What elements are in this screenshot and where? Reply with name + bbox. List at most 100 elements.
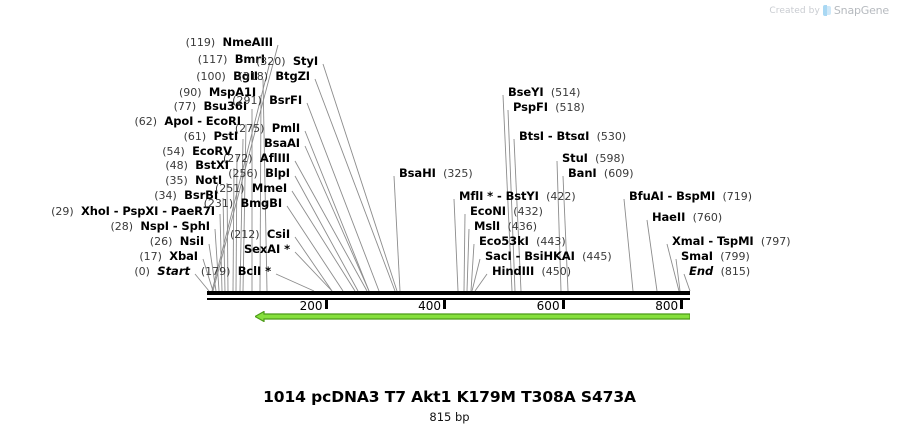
enzyme-name: MflI * - BstYI — [459, 189, 539, 203]
site-position: (17) — [139, 250, 162, 263]
site-position: (251) — [214, 182, 245, 195]
enzyme-name: BanI — [568, 166, 597, 180]
restriction-site-label[interactable]: (61) PstI — [0, 130, 238, 143]
enzyme-name: BsrBI — [184, 188, 218, 202]
restriction-site-label[interactable]: BsaAI — [0, 137, 300, 149]
site-position: (231) — [203, 197, 234, 210]
restriction-site-label[interactable]: (320) StyI — [0, 55, 318, 68]
watermark-brand-label: SnapGene — [833, 4, 889, 17]
restriction-site-label[interactable]: (179) BclI * — [0, 265, 271, 278]
restriction-site-label[interactable]: SexAI * — [0, 243, 290, 255]
ruler-bar-primary — [207, 291, 690, 295]
restriction-site-label[interactable]: (251) MmeI — [0, 182, 287, 195]
site-position: (291) — [232, 94, 262, 107]
enzyme-name: SacI - BsiHKAI — [485, 249, 575, 263]
restriction-site-label[interactable]: (54) EcoRV — [0, 145, 232, 158]
enzyme-name: NmeAIII — [222, 35, 274, 49]
enzyme-name: BmgBI — [240, 196, 282, 210]
site-position: (797) — [760, 235, 791, 248]
restriction-site-label[interactable]: (256) BlpI — [0, 167, 290, 180]
ruler-tick-label: 600 — [536, 299, 560, 313]
site-position: (443) — [536, 235, 566, 248]
restriction-site-label[interactable]: (117) BmrI — [0, 53, 265, 66]
restriction-site-label[interactable]: (17) XbaI — [0, 250, 198, 263]
restriction-site-label[interactable]: Eco53kI (443) — [479, 235, 566, 248]
site-position: (90) — [178, 86, 202, 99]
enzyme-name: BlpI — [265, 166, 290, 180]
restriction-site-label[interactable]: (275) PmlI — [0, 122, 300, 135]
enzyme-name: BsaAI — [263, 136, 300, 150]
enzyme-name: BmrI — [234, 52, 265, 66]
restriction-site-label[interactable]: (90) MspA1I — [0, 86, 256, 99]
restriction-site-label[interactable]: (28) NspI - SphI — [0, 220, 210, 233]
restriction-site-label[interactable]: (62) ApoI - EcoRI — [0, 115, 241, 128]
sequence-terminal-label: Start — [157, 264, 190, 278]
page-title: 1014 pcDNA3 T7 Akt1 K179M T308A S473A — [263, 388, 636, 406]
enzyme-name: EcoNI — [470, 204, 506, 218]
restriction-site-label[interactable]: (29) XhoI - PspXI - PaeR7I — [0, 205, 215, 218]
enzyme-name: BsrFI — [269, 93, 302, 107]
restriction-site-label[interactable]: (48) BstXI — [0, 159, 229, 172]
restriction-site-label[interactable]: XmaI - TspMI (797) — [672, 235, 791, 248]
sequence-length: 815 bp — [429, 410, 470, 424]
restriction-site-label[interactable]: SacI - BsiHKAI (445) — [485, 250, 612, 263]
snapgene-watermark: Created by SnapGene — [769, 4, 889, 17]
site-position: (436) — [507, 220, 538, 233]
enzyme-name: NotI — [195, 173, 222, 187]
restriction-site-label[interactable]: BfuAI - BspMI (719) — [629, 190, 752, 203]
restriction-site-label[interactable]: SmaI (799) — [681, 250, 750, 263]
site-position: (0) — [134, 265, 150, 278]
site-position: (48) — [165, 159, 188, 172]
enzyme-name: XhoI - PspXI - PaeR7I — [81, 204, 215, 218]
restriction-site-label[interactable]: (291) BsrFI — [0, 94, 302, 107]
map-title-block: 1014 pcDNA3 T7 Akt1 K179M T308A S473A 81… — [0, 388, 899, 424]
restriction-site-label[interactable]: (0) Start — [0, 265, 190, 278]
restriction-site-label[interactable]: (26) NsiI — [0, 235, 204, 248]
restriction-site-label[interactable]: HaeII (760) — [652, 211, 722, 224]
site-position: (598) — [595, 152, 625, 165]
restriction-site-label[interactable]: (272) AflIII — [0, 152, 290, 165]
enzyme-name: BstXI — [195, 158, 229, 172]
restriction-site-label[interactable]: MslI (436) — [474, 220, 537, 233]
restriction-site-label[interactable]: BsaHI (325) — [399, 167, 473, 180]
restriction-site-label[interactable]: BtsI - BtsαI (530) — [519, 130, 626, 143]
ruler-tick-label: 200 — [299, 299, 323, 313]
site-position: (325) — [443, 167, 473, 180]
ruler-tick — [443, 300, 447, 309]
restriction-site-label[interactable]: (34) BsrBI — [0, 189, 218, 202]
site-position: (100) — [196, 70, 226, 83]
site-position: (514) — [550, 86, 581, 99]
snapgene-logo-icon — [822, 5, 831, 16]
ruler-tick-label: 800 — [655, 299, 679, 313]
enzyme-name: BseYI — [508, 85, 544, 99]
restriction-site-label[interactable]: PspFI (518) — [513, 101, 585, 114]
site-position: (815) — [720, 265, 751, 278]
restriction-site-label[interactable]: End (815) — [689, 265, 750, 278]
restriction-site-label[interactable]: (77) Bsu36I — [0, 100, 247, 113]
restriction-site-label[interactable]: (231) BmgBI — [0, 196, 283, 210]
restriction-site-label[interactable]: HindIII (450) — [492, 265, 571, 278]
restriction-site-label[interactable]: (212) CsiI — [0, 228, 290, 241]
enzyme-name: PmlI — [271, 121, 300, 135]
restriction-site-label[interactable]: StuI (598) — [562, 152, 625, 165]
restriction-site-label[interactable]: EcoNI (432) — [470, 205, 543, 218]
restriction-site-label[interactable]: BanI (609) — [568, 167, 634, 180]
site-position: (28) — [110, 220, 134, 233]
restriction-site-label[interactable]: (119) NmeAIII — [0, 36, 273, 49]
ruler-tick-label: 400 — [418, 299, 442, 313]
watermark-created-label: Created by — [769, 5, 820, 16]
feature-arrow-coding[interactable] — [255, 311, 690, 322]
restriction-site-label[interactable]: (318) BtgZI — [0, 70, 310, 83]
site-position: (445) — [582, 250, 612, 263]
site-position: (422) — [546, 190, 576, 203]
restriction-site-label[interactable]: (100) BglI — [0, 70, 258, 83]
restriction-site-label[interactable]: (35) NotI — [0, 174, 222, 187]
site-position: (256) — [228, 167, 258, 180]
site-position: (318) — [238, 70, 269, 83]
enzyme-name: BglI — [233, 69, 258, 83]
restriction-site-label[interactable]: MflI * - BstYI (422) — [459, 190, 576, 203]
restriction-site-label[interactable]: BseYI (514) — [508, 86, 580, 99]
site-position: (179) — [200, 265, 231, 278]
enzyme-name: HindIII — [492, 264, 535, 278]
